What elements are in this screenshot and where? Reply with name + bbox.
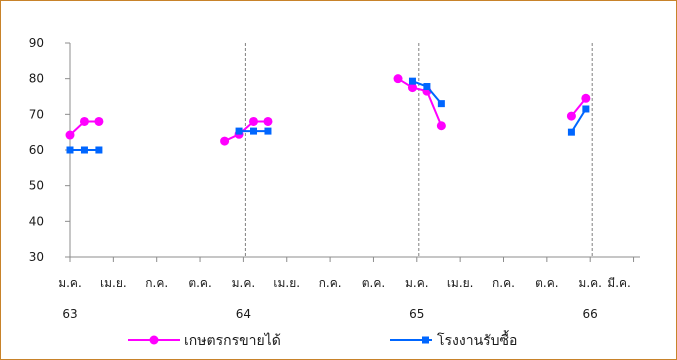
x-month-label: มี.ค. — [607, 276, 631, 290]
data-point — [80, 146, 88, 154]
x-year-label: 64 — [236, 307, 251, 321]
x-month-label: เม.ย. — [100, 276, 127, 290]
data-point — [437, 100, 445, 108]
x-month-label: ม.ค. — [405, 276, 429, 290]
series-layer — [65, 74, 591, 154]
data-point — [423, 83, 431, 91]
x-month-label: ม.ค. — [578, 276, 602, 290]
y-tick-label: 70 — [29, 107, 44, 121]
y-tick-label: 80 — [29, 72, 44, 86]
legend-label: เกษตรกรขายได้ — [184, 332, 281, 349]
data-point — [408, 77, 416, 85]
legend-item-2: โรงงานรับซื้อ — [390, 330, 517, 349]
data-point — [263, 116, 273, 126]
x-year-label: 66 — [583, 307, 598, 321]
legend-item-1: เกษตรกรขายได้ — [128, 332, 281, 349]
x-month-label: ก.ค. — [145, 276, 168, 290]
data-point — [582, 105, 590, 113]
x-year-label: 63 — [62, 307, 77, 321]
data-point — [66, 146, 74, 154]
data-point — [79, 116, 89, 126]
data-point — [250, 127, 258, 135]
data-point — [393, 74, 403, 84]
y-tick-label: 60 — [29, 143, 44, 157]
x-month-label: ต.ค. — [362, 276, 385, 290]
series-2 — [66, 77, 590, 154]
data-point — [436, 121, 446, 131]
data-point — [581, 93, 591, 103]
legend-marker — [422, 336, 429, 344]
data-point — [220, 136, 230, 146]
data-point — [94, 116, 104, 126]
series-1 — [65, 74, 591, 146]
legend-marker — [149, 335, 159, 345]
series-line — [397, 77, 443, 127]
data-point — [65, 130, 75, 140]
x-month-label: ม.ค. — [232, 276, 256, 290]
chart-axes: 30 40 50 60 70 80 90 ม.ค. เม.ย. ก.ค. ต.ค. ม.ค. เม.ย.… — [29, 36, 640, 321]
x-month-label: เม.ย. — [447, 276, 474, 290]
data-point — [567, 128, 575, 136]
series-line — [224, 120, 268, 142]
legend-label: โรงงานรับซื้อ — [437, 330, 517, 349]
x-year-label: 65 — [409, 307, 424, 321]
data-point — [566, 111, 576, 121]
data-point — [95, 146, 103, 154]
y-tick-label: 90 — [29, 36, 44, 50]
x-month-label: ต.ค. — [535, 276, 558, 290]
x-month-label: ก.ค. — [492, 276, 515, 290]
y-tick-label: 40 — [29, 214, 44, 228]
x-month-label: เม.ย. — [273, 276, 300, 290]
data-point — [264, 127, 272, 135]
data-point — [249, 116, 259, 126]
data-point — [407, 83, 417, 93]
y-tick-label: 30 — [29, 250, 44, 264]
x-month-label: ต.ค. — [188, 276, 211, 290]
y-tick-label: 50 — [29, 179, 44, 193]
x-month-label: ก.ค. — [319, 276, 342, 290]
chart-legend: เกษตรกรขายได้ โรงงานรับซื้อ — [128, 330, 517, 349]
x-month-label: ม.ค. — [58, 276, 82, 290]
series-line — [570, 108, 587, 133]
data-point — [235, 127, 243, 135]
year-dividers — [244, 43, 593, 257]
